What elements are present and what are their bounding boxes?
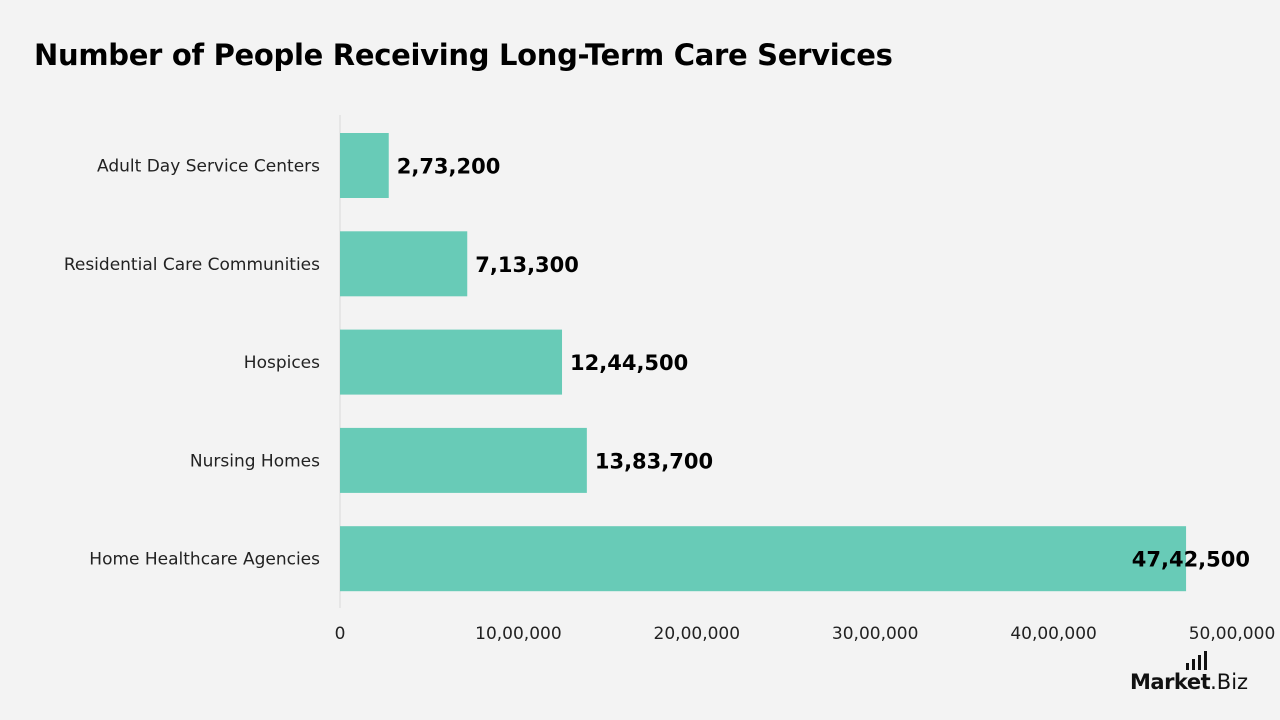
bar-signal-icon [1186,651,1207,670]
category-label: Residential Care Communities [64,255,320,275]
value-label: 7,13,300 [475,253,579,277]
x-tick-label: 0 [335,624,346,644]
value-label: 12,44,500 [570,351,688,375]
x-axis-tick-labels: 0 10,00,000 20,00,000 30,00,000 40,00,000 50,… [335,624,1276,644]
category-labels: Adult Day Service Centers Residential Car… [64,157,320,570]
category-label: Home Healthcare Agencies [89,550,320,570]
value-labels: 2,73,200 7,13,300 12,44,500 13,83,700 47,42,… [397,155,1250,572]
chart-title: Number of People Receiving Long-Term Car… [34,38,893,72]
value-label: 2,73,200 [397,155,501,179]
category-label: Adult Day Service Centers [97,157,320,177]
brand-name-light: .Biz [1210,670,1249,694]
bars-group [340,133,1187,592]
bar [340,231,468,297]
brand-logo: Market.Biz [1130,651,1249,694]
x-tick-label: 40,00,000 [1010,624,1097,644]
bar [340,329,563,395]
value-label: 13,83,700 [595,449,713,473]
category-label: Nursing Homes [190,451,320,471]
bar [340,427,587,493]
bar [340,526,1187,592]
category-label: Hospices [244,353,320,373]
x-tick-label: 20,00,000 [654,624,741,644]
bar [340,133,389,198]
value-label: 47,42,500 [1132,548,1250,572]
x-tick-label: 30,00,000 [832,624,919,644]
x-tick-label: 10,00,000 [475,624,562,644]
x-tick-label: 50,00,000 [1189,624,1276,644]
brand-name-bold: Market [1130,670,1211,694]
